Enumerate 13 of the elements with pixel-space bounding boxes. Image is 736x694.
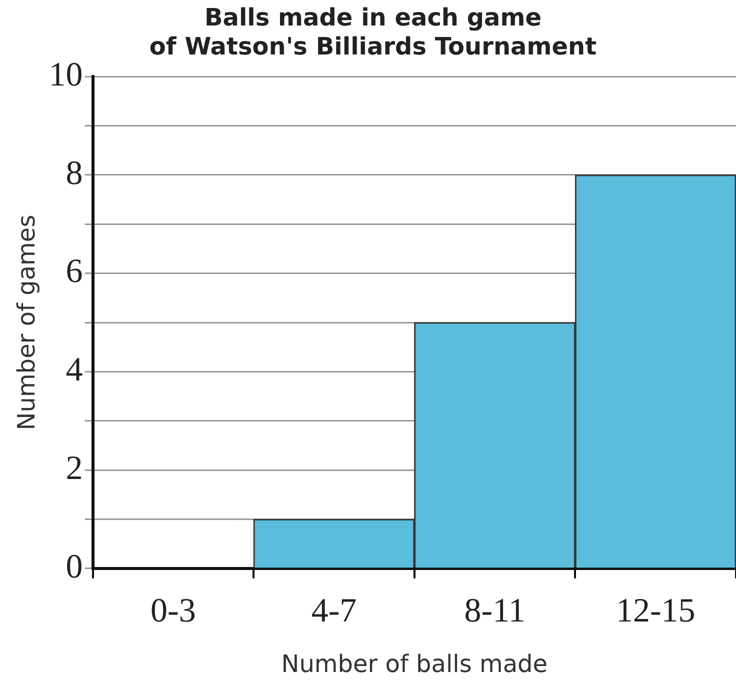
y-axis-title: Number of games (12, 214, 41, 430)
x-tick-label: 8-11 (464, 592, 526, 630)
y-tick-label: 10 (48, 56, 83, 94)
y-tick-label: 6 (66, 253, 83, 290)
chart-title: Balls made in each game of Watson's Billiards Tournament (149, 4, 597, 60)
y-tick-label: 4 (66, 352, 83, 389)
x-axis-title: Number of balls made (281, 650, 548, 678)
x-tick-label: 12-15 (616, 592, 696, 630)
y-tick-label: 0 (66, 548, 83, 586)
y-tick-label: 2 (66, 450, 83, 487)
y-tick-label: 8 (66, 154, 83, 192)
x-tick-label: 0-3 (150, 592, 196, 630)
x-tick-label: 4-7 (311, 592, 357, 630)
